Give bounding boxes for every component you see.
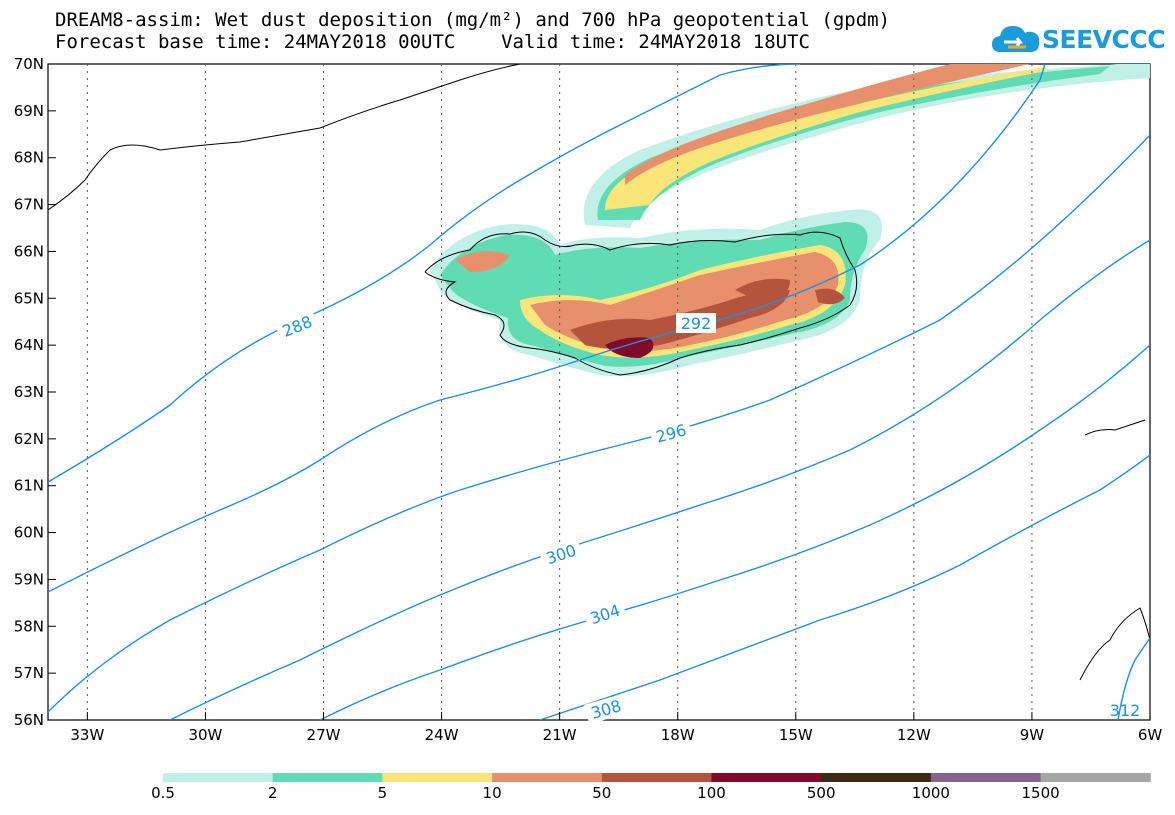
contour-308 bbox=[539, 454, 1150, 720]
colorbar-label: 0.5 bbox=[151, 784, 175, 802]
colorbar-label: 5 bbox=[378, 784, 388, 802]
geopotential-contours bbox=[48, 64, 1150, 720]
graticule bbox=[86, 64, 1033, 720]
colorbar-label: 500 bbox=[807, 784, 836, 802]
coastlines bbox=[48, 64, 1150, 681]
norway-coastline-south bbox=[1079, 607, 1150, 681]
iceland-level-5b bbox=[735, 278, 790, 302]
lat-label: 58N bbox=[14, 617, 44, 635]
colorbar-label: 2 bbox=[268, 784, 278, 802]
dust-deposition-field bbox=[430, 64, 1150, 377]
colorbar-swatch bbox=[1040, 773, 1151, 782]
lat-label: 68N bbox=[14, 149, 44, 167]
lon-label: 6W bbox=[1138, 726, 1163, 744]
seevccc-logo: SEEVCCC bbox=[990, 20, 1166, 60]
map-subtitle: Forecast base time: 24MAY2018 00UTC Vali… bbox=[55, 31, 810, 53]
colorbar-label: 1000 bbox=[912, 784, 950, 802]
contour-label-292: 292 bbox=[681, 314, 712, 333]
map-axes: 70N 69N 68N 67N 66N 65N 64N 63N 62N 61N 60N 59N 58N 5… bbox=[14, 55, 1163, 744]
logo-text: SEEVCCC bbox=[1042, 25, 1166, 54]
colorbar-swatch bbox=[821, 773, 932, 782]
norway-coastline-north bbox=[1084, 419, 1146, 436]
lat-label: 62N bbox=[14, 430, 44, 448]
colorbar-swatch bbox=[492, 773, 603, 782]
map-title: DREAM8-assim: Wet dust deposition (mg/m²… bbox=[55, 9, 891, 31]
lon-label: 33W bbox=[70, 726, 104, 744]
lon-label: 21W bbox=[543, 726, 577, 744]
colorbar-swatch bbox=[930, 773, 1042, 782]
contour-304 bbox=[319, 344, 1150, 720]
colorbar-label: 10 bbox=[483, 784, 502, 802]
contour-label-312: 312 bbox=[1110, 701, 1141, 720]
contour-288 bbox=[48, 64, 801, 483]
lat-label: 65N bbox=[14, 289, 44, 307]
iceland-level-5c bbox=[815, 288, 845, 305]
lat-label: 59N bbox=[14, 570, 44, 588]
iceland-coastline bbox=[424, 231, 858, 376]
contour-296 bbox=[48, 134, 1150, 713]
lat-label: 67N bbox=[14, 196, 44, 214]
colorbar: 0.5 2 5 10 50 100 500 1000 1500 bbox=[151, 773, 1151, 802]
colorbar-swatch bbox=[272, 773, 383, 782]
greenland-coastline bbox=[48, 64, 521, 211]
colorbar-swatch bbox=[601, 773, 712, 782]
lat-label: 69N bbox=[14, 102, 44, 120]
lat-label: 57N bbox=[14, 664, 44, 682]
lon-label: 12W bbox=[897, 726, 931, 744]
colorbar-label: 50 bbox=[592, 784, 611, 802]
lon-label: 9W bbox=[1020, 726, 1045, 744]
contour-300 bbox=[169, 239, 1150, 720]
lat-label: 70N bbox=[14, 55, 44, 73]
lon-label: 24W bbox=[425, 726, 459, 744]
lon-label: 18W bbox=[661, 726, 695, 744]
lon-label: 27W bbox=[307, 726, 341, 744]
colorbar-swatch bbox=[382, 773, 493, 782]
iceland-level-6 bbox=[605, 337, 654, 358]
lat-label: 60N bbox=[14, 524, 44, 542]
contour-312 bbox=[1117, 637, 1150, 720]
lat-label: 66N bbox=[14, 242, 44, 260]
lat-label: 63N bbox=[14, 383, 44, 401]
lat-label: 64N bbox=[14, 336, 44, 354]
lon-label: 15W bbox=[779, 726, 813, 744]
colorbar-label: 100 bbox=[697, 784, 726, 802]
lat-label: 56N bbox=[14, 711, 44, 729]
colorbar-label: 1500 bbox=[1022, 784, 1060, 802]
colorbar-swatch bbox=[163, 773, 274, 782]
lat-label: 61N bbox=[14, 477, 44, 495]
iceland-level-4b bbox=[455, 251, 510, 272]
plume-level-3 bbox=[605, 66, 1050, 210]
contour-292 bbox=[48, 64, 1046, 593]
colorbar-swatch bbox=[711, 773, 822, 782]
cloud-icon bbox=[992, 26, 1040, 52]
lon-label: 30W bbox=[188, 726, 222, 744]
